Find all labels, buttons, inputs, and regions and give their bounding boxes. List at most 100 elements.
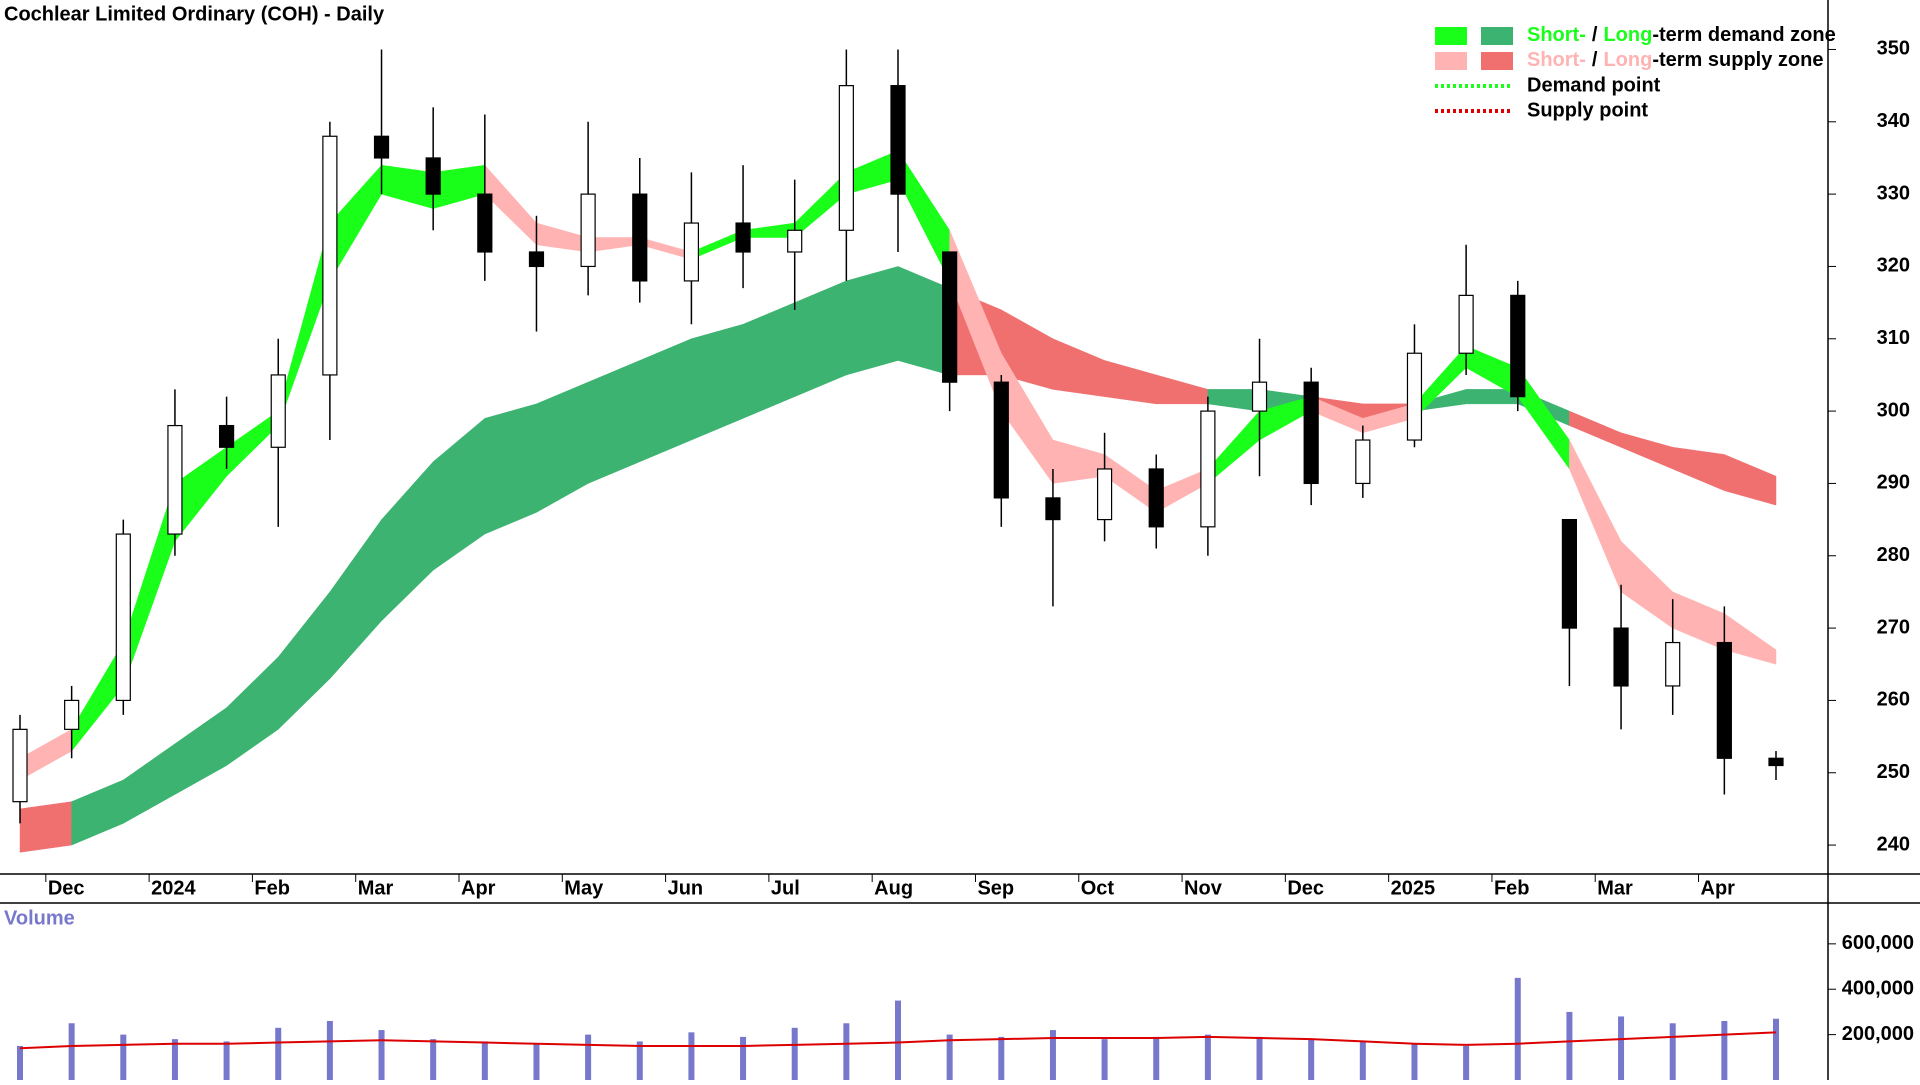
x-tick-label: Feb (254, 877, 290, 899)
long-zone (381, 461, 434, 622)
long-zone (226, 656, 279, 766)
short-zone (226, 410, 279, 477)
short-zone (277, 222, 331, 426)
short-zone (432, 164, 486, 209)
candle-body (1148, 468, 1164, 528)
short-zone (123, 483, 176, 687)
long-zone (1672, 446, 1725, 492)
volume-bar (636, 1041, 643, 1080)
candle-body (1406, 352, 1423, 441)
volume-bar (223, 1041, 230, 1080)
long-zone (329, 518, 382, 680)
long-zone (1724, 454, 1777, 506)
candle-body (1613, 627, 1629, 687)
candle-body (64, 699, 80, 730)
short-zone (587, 237, 641, 253)
candle-body (270, 374, 286, 448)
volume-bar (120, 1034, 127, 1080)
legend-text: Long (1603, 24, 1652, 46)
candle-body (890, 85, 906, 195)
long-zone (691, 323, 744, 441)
volume-bar (1359, 1041, 1366, 1080)
x-tick-label: Oct (1081, 877, 1115, 899)
y-tick-label: 280 (1877, 544, 1910, 566)
x-tick-label: Apr (1701, 877, 1736, 899)
short-zone (1104, 454, 1157, 513)
long-zone (1104, 360, 1157, 405)
y-tick-label: 320 (1877, 255, 1910, 277)
volume-bar (1514, 977, 1521, 1080)
x-tick-label: Dec (48, 877, 85, 899)
candle-body (167, 424, 183, 535)
short-zone (742, 222, 795, 238)
candle-body (1458, 294, 1474, 354)
long-zone (71, 779, 124, 846)
candle-body (115, 533, 131, 702)
volume-bar (1256, 1036, 1263, 1080)
candle-body (1510, 294, 1526, 398)
short-zone (71, 641, 124, 752)
short-zone (381, 164, 434, 209)
volume-bar (791, 1027, 798, 1080)
short-zone (1620, 540, 1673, 629)
y-tick-label: 300 (1877, 399, 1910, 421)
volume-bar (430, 1039, 437, 1080)
volume-bar (895, 1000, 901, 1080)
y-tick-label: 340 (1877, 110, 1910, 132)
x-tick-label: Mar (358, 877, 394, 899)
long-zone (174, 707, 227, 795)
short-zone (484, 164, 537, 246)
legend-text: Short- (1527, 24, 1586, 46)
candle-body (425, 157, 441, 195)
long-zone (846, 266, 899, 376)
short-zone (691, 229, 744, 260)
short-zone (174, 446, 227, 543)
candle-body (1768, 757, 1784, 767)
candle-body (942, 251, 958, 383)
candle-body (1045, 497, 1061, 521)
x-tick-label: Apr (461, 877, 496, 899)
short-zone (794, 171, 847, 239)
candle-body (12, 728, 28, 803)
candle-body (1251, 381, 1268, 412)
short-zone (1052, 439, 1105, 484)
long-zone (484, 403, 537, 535)
legend-text: / (1592, 24, 1598, 46)
y-tick-label: 250 (1877, 761, 1910, 783)
volume-bar (998, 1036, 1005, 1080)
volume-bar (1308, 1039, 1315, 1080)
y-tick-label: 260 (1877, 689, 1910, 711)
volume-bar (946, 1034, 953, 1080)
legend-label: Short- / Long-term supply zone (1527, 49, 1823, 71)
volume-bar (481, 1041, 488, 1080)
short-zone (897, 149, 950, 282)
y-tick-label: 350 (1877, 38, 1910, 60)
volume-bar (1153, 1036, 1160, 1080)
volume-bar (1773, 1018, 1779, 1080)
volume-tick-label: 400,000 (1842, 978, 1914, 1000)
x-tick-label: May (564, 877, 604, 899)
x-tick-label: Aug (874, 877, 913, 899)
candle-body (632, 193, 648, 282)
x-tick-label: Feb (1494, 877, 1530, 899)
long-zone (1620, 432, 1673, 470)
volume-bar (688, 1032, 695, 1080)
candle-body (1561, 518, 1578, 629)
volume-bar (378, 1030, 385, 1080)
long-zone (1155, 374, 1209, 405)
candle-body (218, 424, 235, 448)
short-zone (1672, 591, 1725, 651)
chart-title: Cochlear Limited Ordinary (COH) - Daily (4, 3, 385, 25)
long-zone (277, 591, 331, 730)
short-zone (1569, 439, 1622, 593)
candle-body (787, 229, 803, 253)
volume-bar (740, 1036, 747, 1080)
candle-body (1303, 381, 1319, 485)
candle-body (838, 85, 854, 231)
volume-bar (1411, 1043, 1418, 1080)
volume-bar (585, 1034, 592, 1080)
candle-body (373, 135, 390, 159)
volume-bar (1618, 1016, 1625, 1080)
x-tick-label: Mar (1597, 877, 1633, 899)
